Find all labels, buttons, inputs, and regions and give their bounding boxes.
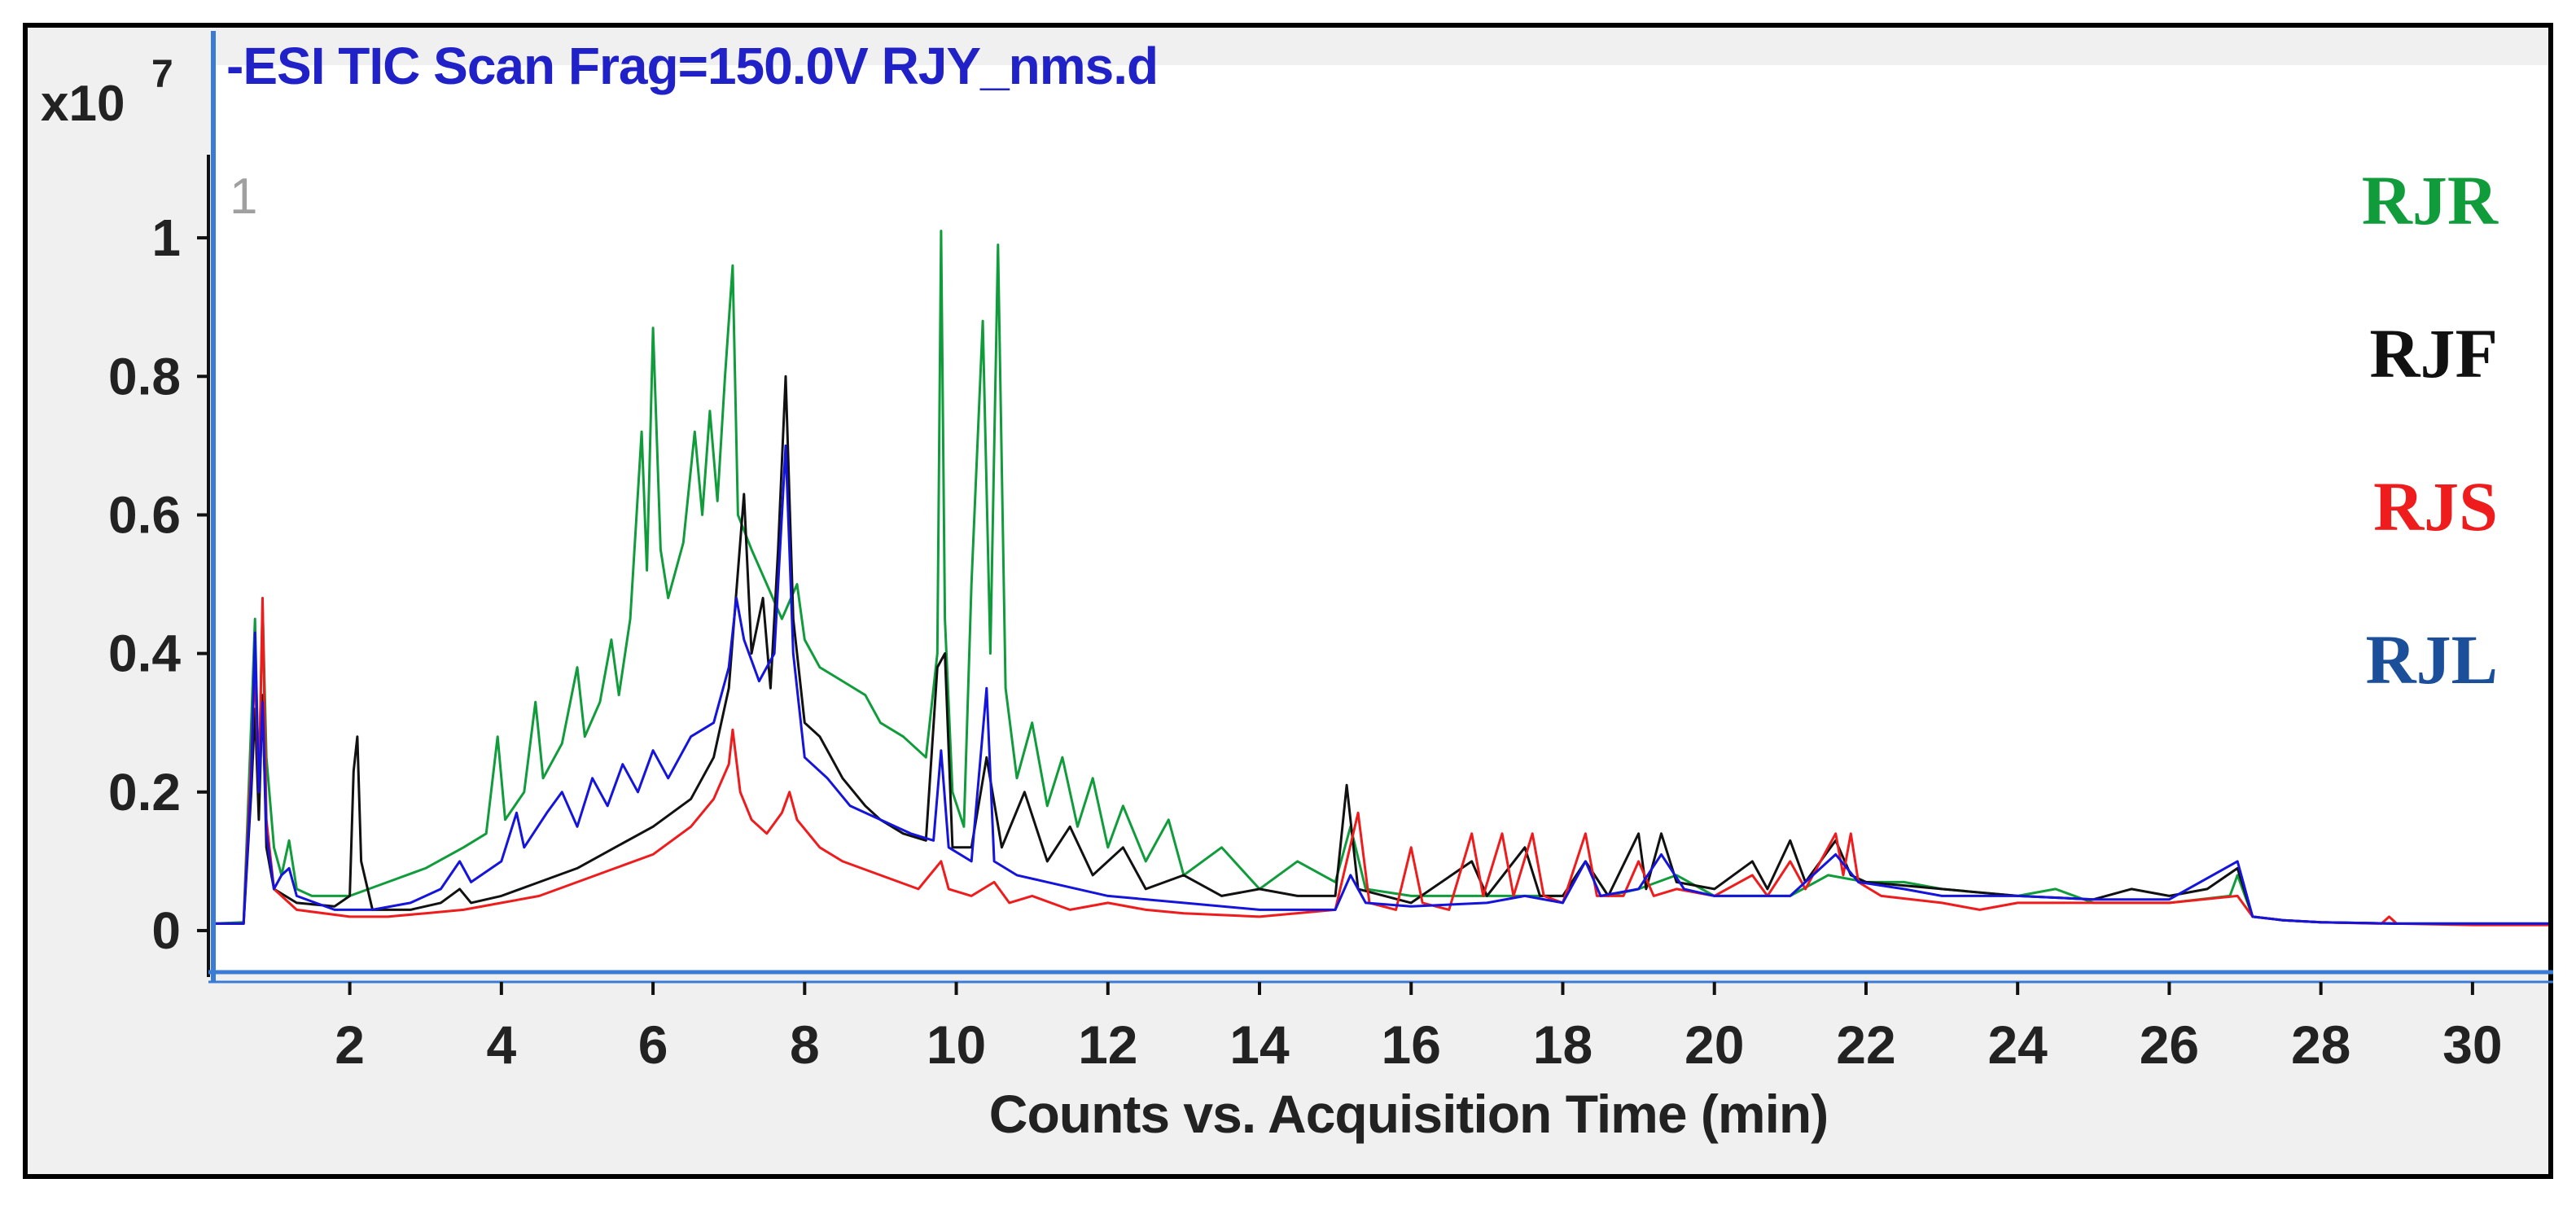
legend-rjl: RJL	[2365, 620, 2498, 699]
y-scale-base: x10	[41, 76, 125, 132]
x-tick-label: 8	[790, 1014, 820, 1075]
x-tick-label: 28	[2291, 1014, 2350, 1075]
y-tick-label: 0.6	[108, 485, 181, 544]
x-tick-label: 6	[638, 1014, 668, 1075]
y-tick-label: 0	[151, 901, 181, 960]
x-tick-label: 20	[1684, 1014, 1744, 1075]
y-tick-label: 1	[151, 208, 181, 267]
x-tick-label: 24	[1987, 1014, 2048, 1075]
series-line-rjr	[212, 230, 2548, 925]
series-line-rjl	[213, 444, 2548, 925]
y-tick-label: 0.2	[108, 763, 181, 822]
series-lines	[212, 230, 2548, 927]
y-tick-label: 0.4	[108, 624, 181, 683]
ticks: 00.20.40.60.812 4 6 8 10 12 14 16 18 20 22 24 26 28 30	[108, 208, 2503, 1075]
y-tick-label: 0.8	[108, 347, 181, 405]
legend-rjf: RJF	[2369, 314, 2498, 392]
legend-rjs: RJS	[2373, 467, 2498, 546]
y-scale-exponent: 7	[151, 53, 173, 96]
chart-title: -ESI TIC Scan Frag=150.0V RJY_nms.d	[226, 37, 1159, 95]
x-tick-label: 30	[2442, 1014, 2502, 1075]
x-tick-label: 14	[1229, 1014, 1290, 1075]
x-tick-label: 10	[927, 1014, 986, 1075]
x-tick-label: 22	[1836, 1014, 1895, 1075]
x-tick-label: 26	[2140, 1014, 2199, 1075]
x-tick-label: 2	[335, 1014, 365, 1075]
x-tick-label: 4	[486, 1014, 516, 1075]
x-axis-label: Counts vs. Acquisition Time (min)	[988, 1084, 1829, 1144]
axes	[207, 31, 2553, 984]
legend-rjr: RJR	[2361, 161, 2498, 239]
x-tick-label: 18	[1533, 1014, 1592, 1075]
plot-area	[213, 65, 2548, 972]
x-tick-label: 12	[1078, 1014, 1137, 1075]
panel-number: 1	[230, 169, 258, 225]
x-tick-label: 16	[1382, 1014, 1441, 1075]
